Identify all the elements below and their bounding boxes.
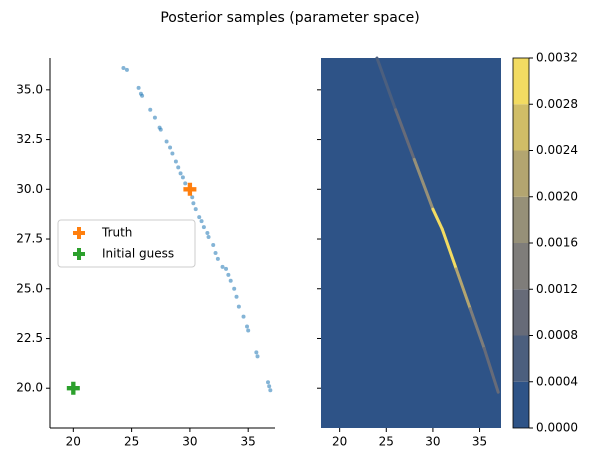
sample-point xyxy=(168,145,173,150)
colorbar-band xyxy=(513,243,529,290)
x-tick-label: 20 xyxy=(66,435,81,449)
marker xyxy=(183,182,197,196)
sample-point xyxy=(215,256,220,261)
sample-point xyxy=(124,67,129,72)
colorbar-tick-label: 0.0004 xyxy=(536,374,578,388)
legend-marker xyxy=(73,248,85,260)
sample-point xyxy=(148,107,153,112)
sample-point xyxy=(199,219,204,224)
y-tick-label: 22.5 xyxy=(16,331,43,345)
colorbar-tick-label: 0.0032 xyxy=(536,51,578,65)
legend-label: Truth xyxy=(101,226,132,240)
x-tick-label: 35 xyxy=(241,435,256,449)
sample-point xyxy=(178,171,183,176)
colorbar-band xyxy=(513,104,529,151)
sample-point xyxy=(232,286,237,291)
sample-point xyxy=(158,127,163,132)
y-tick-label: 35.0 xyxy=(16,82,43,96)
x-tick-label: 25 xyxy=(124,435,139,449)
y-tick-label: 30.0 xyxy=(16,182,43,196)
sample-point xyxy=(268,388,273,393)
x-tick-label: 30 xyxy=(425,435,440,449)
legend-box xyxy=(57,219,196,268)
sample-point xyxy=(121,65,126,70)
colorbar-tick-label: 0.0000 xyxy=(536,421,578,435)
y-tick-label: 25.0 xyxy=(16,281,43,295)
colorbar-tick-label: 0.0020 xyxy=(536,189,578,203)
y-tick-label: 32.5 xyxy=(16,132,43,146)
sample-point xyxy=(236,304,241,309)
sample-point xyxy=(180,175,185,180)
legend-label: Initial guess xyxy=(102,247,174,261)
sample-point xyxy=(206,235,211,240)
colorbar-band xyxy=(513,289,529,336)
sample-point xyxy=(193,207,198,212)
colorbar-tick-label: 0.0012 xyxy=(536,282,578,296)
sample-point xyxy=(205,231,210,236)
sample-point xyxy=(170,151,175,156)
x-tick-label: 20 xyxy=(332,435,347,449)
contour-ridge xyxy=(440,227,458,271)
sample-point xyxy=(255,354,260,359)
sample-point xyxy=(211,242,216,247)
colorbar-band xyxy=(513,381,529,428)
sample-point xyxy=(226,272,231,277)
sample-point xyxy=(234,294,239,299)
contour-ridge xyxy=(375,56,398,112)
sample-point xyxy=(190,195,195,200)
marker xyxy=(66,381,80,395)
sample-point xyxy=(173,159,178,164)
sample-point xyxy=(213,250,218,255)
sample-point xyxy=(191,201,196,206)
x-tick-label: 35 xyxy=(472,435,487,449)
sample-point xyxy=(267,384,272,389)
contour-background xyxy=(321,58,501,428)
sample-point xyxy=(201,225,206,230)
colorbar-tick-label: 0.0024 xyxy=(536,143,578,157)
sample-point xyxy=(140,93,145,98)
legend-marker xyxy=(73,227,85,239)
colorbar-tick-label: 0.0016 xyxy=(536,236,578,250)
sample-point xyxy=(220,264,225,269)
sample-point xyxy=(136,85,141,90)
colorbar-band xyxy=(513,196,529,243)
contour-ridge xyxy=(482,346,500,394)
contour-ridge xyxy=(431,207,444,231)
contour-ridge xyxy=(468,307,486,350)
sample-point xyxy=(224,266,229,271)
sample-point xyxy=(164,139,169,144)
colorbar-band xyxy=(513,150,529,197)
x-tick-label: 30 xyxy=(182,435,197,449)
sample-point xyxy=(228,278,233,283)
y-tick-label: 20.0 xyxy=(16,381,43,395)
colorbar-tick-label: 0.0028 xyxy=(536,97,578,111)
sample-point xyxy=(152,115,157,120)
sample-point xyxy=(176,165,181,170)
sample-point xyxy=(241,314,246,319)
colorbar-band xyxy=(513,58,529,105)
sample-point xyxy=(197,215,202,220)
figure-title: Posterior samples (parameter space) xyxy=(160,10,419,26)
sample-point xyxy=(266,380,271,385)
colorbar-band xyxy=(513,335,529,382)
sample-point xyxy=(254,350,259,355)
contour-ridge xyxy=(412,157,435,211)
sample-point xyxy=(183,181,188,186)
sample-point xyxy=(246,328,251,333)
contour-ridge xyxy=(454,267,472,311)
x-tick-label: 25 xyxy=(379,435,394,449)
contour-ridge xyxy=(394,108,416,161)
y-tick-label: 27.5 xyxy=(16,232,43,246)
colorbar-tick-label: 0.0008 xyxy=(536,328,578,342)
sample-point xyxy=(245,324,250,329)
